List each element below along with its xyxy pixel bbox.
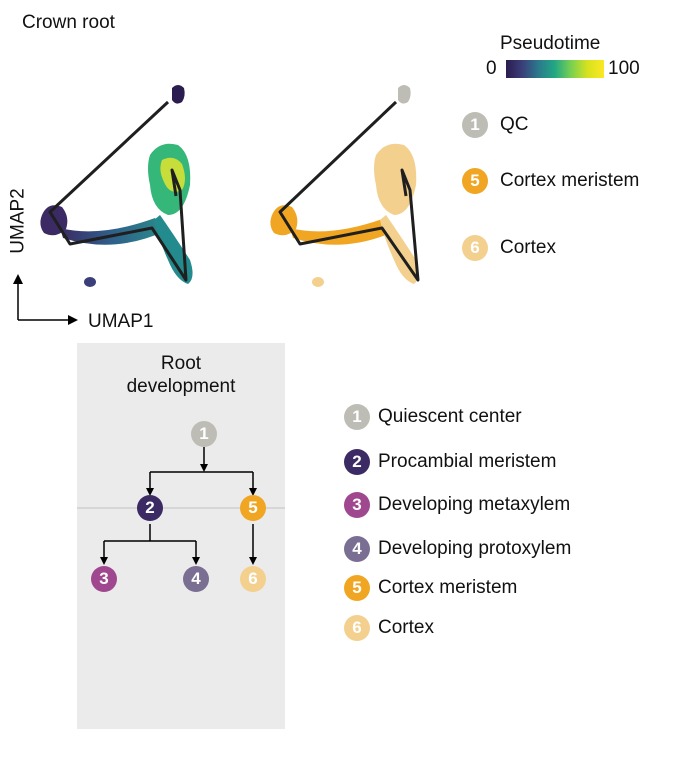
x-axis-label: UMAP1: [88, 311, 154, 332]
pseudotime-max: 100: [608, 58, 640, 79]
cell-badge: 5: [344, 575, 370, 601]
pseudotime-colorbar: [506, 60, 604, 78]
development-title: Root development: [77, 352, 285, 398]
lineage-node-2: 2: [137, 495, 163, 521]
cell-legend-label: Developing metaxylem: [378, 494, 571, 515]
legend-label: Cortex: [500, 237, 556, 258]
lineage-node-1: 1: [191, 421, 217, 447]
cortex-meristem-badge: 5: [462, 168, 488, 194]
lineage-tree: [77, 447, 285, 565]
cell-badge: 4: [344, 536, 370, 562]
umap-legend-qc: 1 QC: [462, 112, 529, 138]
pseudotime-min: 0: [486, 58, 497, 79]
cell-badge: 1: [344, 404, 370, 430]
cell-badge: 3: [344, 492, 370, 518]
cell-badge: 6: [344, 615, 370, 641]
development-title-line1: Root: [160, 353, 202, 374]
figure-title: Crown root: [22, 12, 115, 33]
legend-label: QC: [500, 114, 529, 135]
cell-badge: 2: [344, 449, 370, 475]
pseudotime-label: Pseudotime: [500, 33, 601, 54]
cell-legend-label: Developing protoxylem: [378, 538, 572, 559]
cell-legend-label: Procambial meristem: [378, 451, 557, 472]
cell-legend-5: 5 Cortex meristem: [344, 575, 517, 601]
cortex-badge: 6: [462, 235, 488, 261]
umap-celltype-plot: [270, 85, 420, 287]
cell-legend-label: Cortex: [378, 617, 434, 638]
lineage-node-4: 4: [183, 566, 209, 592]
cell-legend-1: 1 Quiescent center: [344, 404, 522, 430]
development-panel: [77, 343, 285, 729]
development-title-line2: development: [126, 376, 236, 397]
cell-legend-label: Cortex meristem: [378, 577, 518, 598]
cell-legend-6: 6 Cortex: [344, 615, 434, 641]
umap-pseudotime-plot: [13, 85, 193, 325]
qc-badge: 1: [462, 112, 488, 138]
umap-legend-cortex: 6 Cortex: [462, 235, 556, 261]
cell-legend-2: 2 Procambial meristem: [344, 449, 556, 475]
cell-legend-label: Quiescent center: [378, 406, 522, 427]
y-axis-label: UMAP2: [7, 188, 29, 254]
lineage-node-6: 6: [240, 566, 266, 592]
legend-label: Cortex meristem: [500, 170, 640, 191]
lineage-node-5: 5: [240, 495, 266, 521]
cell-legend-3: 3 Developing metaxylem: [344, 492, 570, 518]
cell-legend-4: 4 Developing protoxylem: [344, 536, 571, 562]
umap-legend-cortex-meristem: 5 Cortex meristem: [462, 168, 639, 194]
lineage-node-3: 3: [91, 566, 117, 592]
